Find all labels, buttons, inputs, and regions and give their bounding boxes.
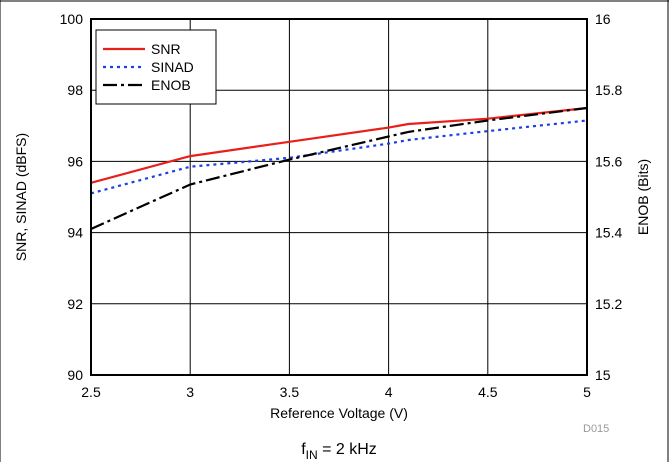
y-tick-label: 96: [67, 153, 83, 169]
series-group: [90, 106, 588, 231]
x-tick-label: 3: [186, 384, 194, 400]
legend-box: [95, 29, 217, 105]
legend-label-snr: SNR: [151, 41, 181, 57]
x-axis-title: Reference Voltage (V): [270, 405, 408, 421]
tick-labels: 2.5 3 3.5 4 4.5 5 90 92 94 96 98 100 15 15.2 15.4 15.6 1…: [60, 11, 623, 400]
y-axis-title: SNR, SINAD (dBFS): [13, 133, 29, 261]
caption-prefix: f: [301, 441, 306, 458]
y2-tick-label: 15.2: [595, 296, 622, 312]
y-tick-label: 100: [60, 11, 84, 27]
y2-axis-title: ENOB (Bits): [635, 159, 651, 235]
legend-label-enob: ENOB: [151, 77, 191, 93]
legend-items: SNR SINAD ENOB: [103, 41, 194, 93]
x-tick-label: 5: [583, 384, 591, 400]
y-tick-label: 92: [67, 296, 83, 312]
y2-tick-label: 15: [595, 367, 611, 383]
caption-suffix: = 2 kHz: [318, 441, 377, 458]
caption: fIN = 2 kHz: [301, 441, 377, 462]
x-tick-label: 2.5: [81, 384, 101, 400]
x-tick-label: 4.5: [478, 384, 498, 400]
y2-tick-label: 15.6: [595, 153, 622, 169]
x-tick-label: 3.5: [280, 384, 300, 400]
legend: SNR SINAD ENOB: [95, 29, 217, 105]
legend-label-sinad: SINAD: [151, 59, 194, 75]
figure-id-label: D015: [583, 423, 609, 435]
caption-subscript: IN: [306, 448, 318, 462]
y-tick-label: 90: [67, 367, 83, 383]
series-line-enob: [90, 106, 588, 231]
x-tick-label: 4: [385, 384, 393, 400]
plot-frame: [90, 18, 588, 376]
y-tick-label: 94: [67, 225, 83, 241]
y2-tick-label: 15.8: [595, 82, 622, 98]
y2-tick-label: 16: [595, 11, 611, 27]
series-line-snr: [90, 106, 588, 184]
y-tick-label: 98: [67, 82, 83, 98]
y2-tick-label: 15.4: [595, 225, 622, 241]
series-line-sinad: [90, 119, 588, 195]
